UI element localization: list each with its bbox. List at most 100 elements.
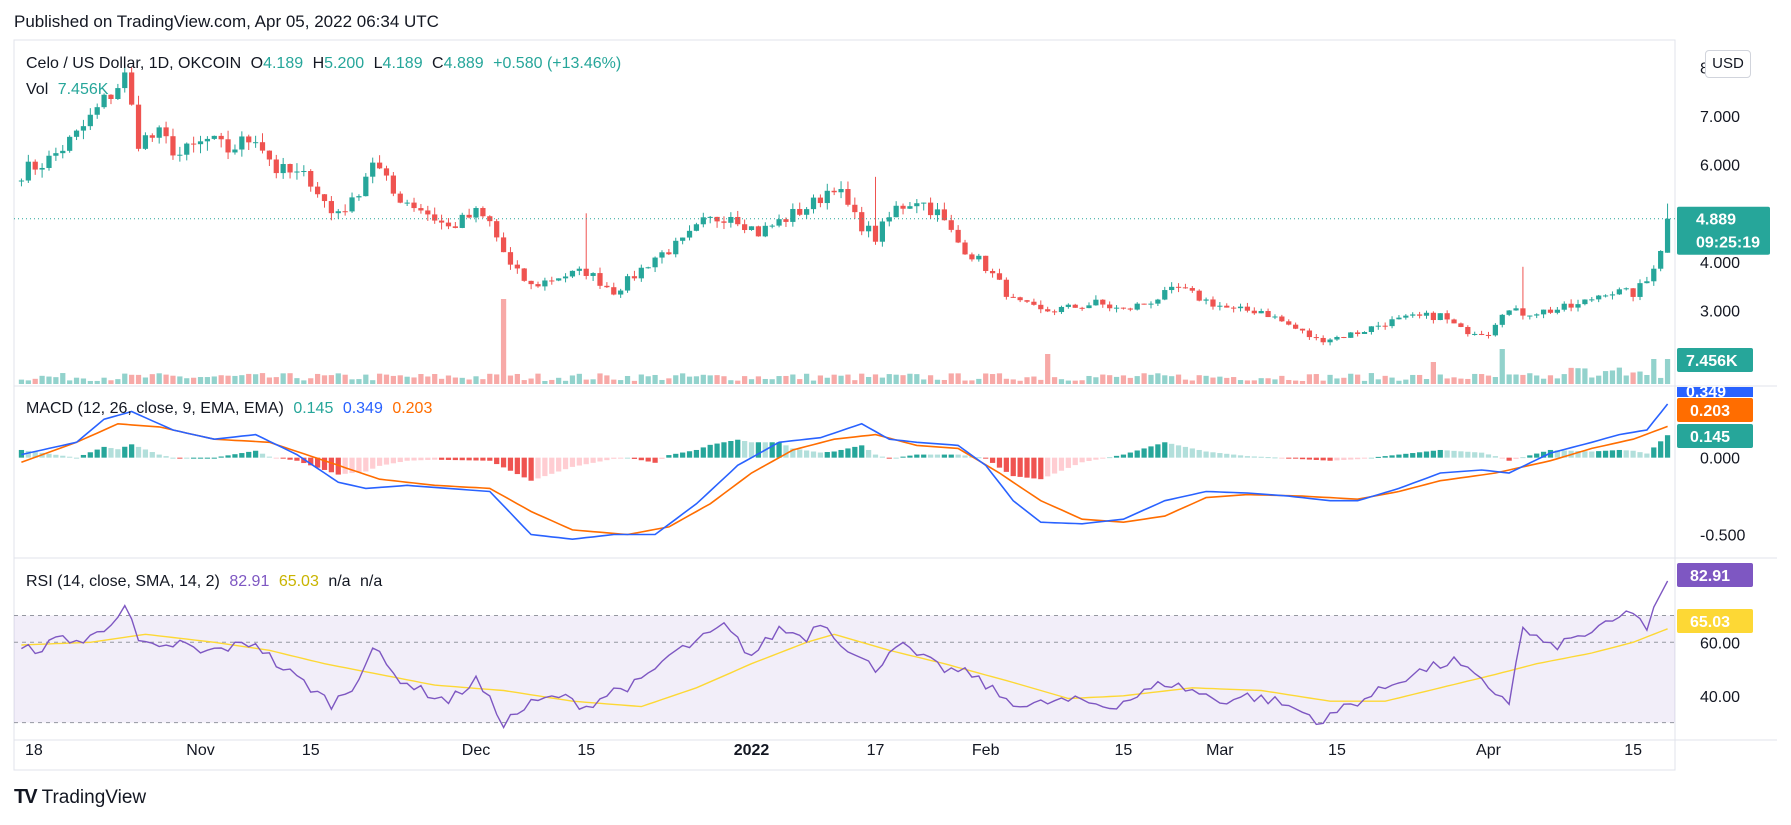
macd-line-value: 0.349 xyxy=(342,400,383,417)
macd-title[interactable]: MACD (12, 26, close, 9, EMA, EMA) xyxy=(26,400,284,417)
candle-body xyxy=(569,270,576,277)
volume-bar xyxy=(1506,374,1512,384)
volume-bar xyxy=(590,379,596,384)
macd-hist-value: 0.145 xyxy=(293,400,334,417)
macd-histogram-bar xyxy=(1478,452,1485,458)
volume-bar xyxy=(287,373,293,384)
macd-histogram-bar xyxy=(142,449,149,458)
candle-body xyxy=(914,203,920,207)
volume-bar xyxy=(1554,378,1560,384)
candle-body xyxy=(1375,325,1381,327)
macd-histogram-bar xyxy=(1334,457,1340,461)
volume-bar xyxy=(845,374,851,384)
candle-body xyxy=(1224,305,1230,308)
candle-body xyxy=(590,273,596,276)
candle-body xyxy=(735,216,741,225)
candle-body xyxy=(755,226,762,237)
candle-body xyxy=(1430,312,1436,321)
volume-bar xyxy=(473,376,479,384)
tradingview-brand[interactable]: TV TradingView xyxy=(14,786,146,809)
volume-bar xyxy=(94,380,100,384)
candle-body xyxy=(742,224,748,231)
volume-bar xyxy=(1416,374,1423,384)
macd-histogram-bar xyxy=(191,457,197,459)
macd-histogram-bar xyxy=(1630,450,1636,458)
macd-histogram-bar xyxy=(790,448,796,458)
macd-histogram-bar xyxy=(1520,457,1526,459)
volume-bar xyxy=(879,377,885,384)
volume-bar xyxy=(397,375,403,384)
candle-body xyxy=(521,268,527,281)
rsi-title[interactable]: RSI (14, close, SMA, 14, 2) xyxy=(26,573,220,590)
candle-body xyxy=(1389,319,1395,327)
price-tick-label: 7.000 xyxy=(1700,109,1740,126)
volume-bar xyxy=(1217,376,1223,384)
volume-bar xyxy=(321,375,328,384)
macd-histogram-bar xyxy=(1658,441,1664,458)
candle-body xyxy=(1058,306,1065,313)
macd-histogram-bar xyxy=(308,457,314,466)
candle-body xyxy=(32,161,38,170)
macd-histogram-bar xyxy=(1651,447,1657,458)
volume-bar xyxy=(865,376,872,384)
volume-bar xyxy=(356,379,362,384)
candle-body xyxy=(645,267,651,269)
candle-body xyxy=(480,208,486,217)
candle-body xyxy=(411,202,417,209)
tradingview-logo-icon: TV xyxy=(14,786,38,808)
macd-histogram-bar xyxy=(1293,457,1299,459)
candle-body xyxy=(342,211,348,213)
macd-histogram-bar xyxy=(1410,453,1416,458)
candle-body xyxy=(1451,319,1457,324)
volume-bar xyxy=(1141,373,1147,384)
time-tick-label: 15 xyxy=(577,742,595,759)
candle-body xyxy=(728,216,734,223)
candle-body xyxy=(1196,290,1202,301)
price-tick-label: 6.000 xyxy=(1700,158,1740,175)
volume-bar xyxy=(1072,380,1078,384)
macd-histogram-bar xyxy=(1485,454,1492,458)
volume-bar xyxy=(900,375,906,384)
volume-bar xyxy=(611,379,617,384)
price-badge-text: 4.889 xyxy=(1696,212,1736,229)
symbol-title[interactable]: Celo / US Dollar, 1D, OKCOIN xyxy=(26,55,242,72)
candle-body xyxy=(1313,337,1319,339)
macd-histogram-bar xyxy=(1065,457,1071,468)
macd-histogram-bar xyxy=(1596,451,1602,458)
macd-histogram-bar xyxy=(149,452,155,458)
macd-histogram-bar xyxy=(1017,457,1023,477)
macd-histogram-bar xyxy=(1038,457,1044,480)
macd-histogram-bar xyxy=(556,457,562,472)
volume-bar xyxy=(583,379,589,384)
macd-histogram-bar xyxy=(1286,457,1292,459)
macd-histogram-bar xyxy=(1299,457,1306,460)
candle-body xyxy=(280,164,286,174)
macd-histogram-bar xyxy=(218,456,224,458)
volume-bar xyxy=(1327,374,1333,384)
volume-bar xyxy=(1079,380,1085,384)
macd-histogram-bar xyxy=(87,452,93,458)
macd-histogram-bar xyxy=(122,446,128,458)
macd-histogram-bar xyxy=(941,454,947,458)
volume-bar xyxy=(962,380,968,384)
macd-histogram-bar xyxy=(948,454,954,458)
candle-body xyxy=(790,208,796,222)
candle-body xyxy=(1017,297,1023,301)
currency-button[interactable]: USD xyxy=(1705,50,1751,78)
macd-histogram-bar xyxy=(356,457,362,473)
candle-body xyxy=(865,225,872,232)
macd-histogram-bar xyxy=(783,445,789,458)
volume-bar xyxy=(1527,373,1533,384)
volume-bar xyxy=(631,380,638,384)
macd-histogram-bar xyxy=(934,454,941,458)
macd-histogram-bar xyxy=(707,444,713,458)
volume-bar xyxy=(983,373,989,384)
macd-histogram-bar xyxy=(1058,457,1065,471)
macd-histogram-bar xyxy=(1196,449,1202,458)
candle-body xyxy=(452,226,458,228)
volume-bar xyxy=(122,373,128,384)
rsi-line xyxy=(21,580,1669,729)
candle-body xyxy=(659,252,665,258)
volume-bar xyxy=(1637,371,1643,384)
